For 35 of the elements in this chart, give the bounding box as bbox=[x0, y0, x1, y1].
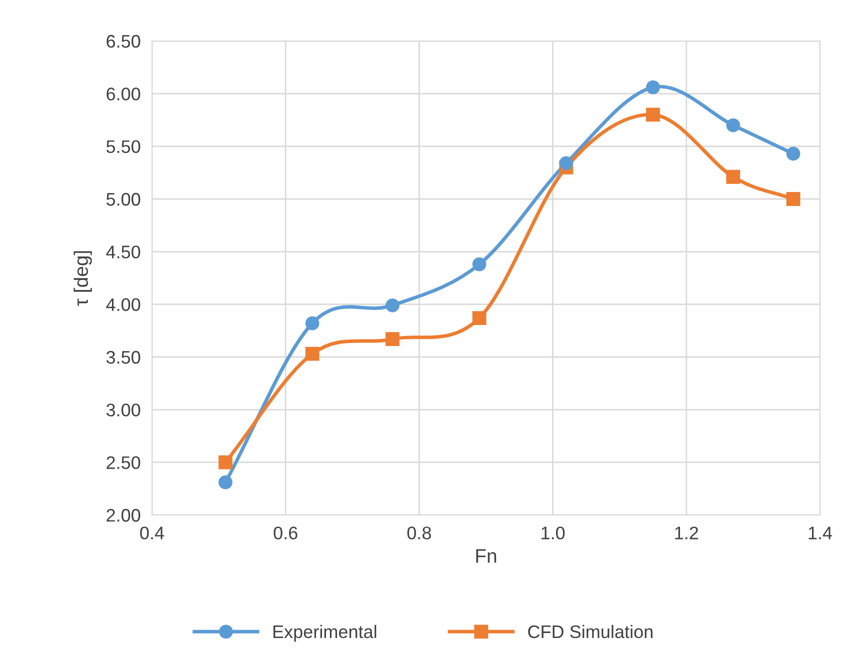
y-tick-label: 5.50 bbox=[106, 140, 140, 154]
point bbox=[472, 257, 486, 272]
y-tick-label: 5.00 bbox=[106, 192, 140, 206]
x-axis-title: Fn bbox=[476, 549, 496, 563]
point bbox=[386, 298, 400, 312]
point bbox=[305, 346, 320, 361]
point bbox=[386, 332, 400, 346]
x-tick-label: 0.4 bbox=[140, 526, 164, 540]
point bbox=[726, 118, 740, 132]
x-tick-label: 1.4 bbox=[808, 526, 832, 540]
point bbox=[786, 146, 800, 161]
point bbox=[218, 475, 232, 490]
x-tick-label: 0.8 bbox=[407, 526, 431, 540]
point bbox=[218, 455, 232, 470]
point bbox=[726, 170, 740, 184]
y-tick-label: 6.00 bbox=[106, 88, 140, 100]
legend-label: Experimental bbox=[273, 624, 376, 642]
y-tick-label: 3.50 bbox=[106, 350, 140, 364]
x-tick-label: 1.0 bbox=[542, 526, 565, 540]
point bbox=[646, 108, 660, 122]
y-tick-label: 6.50 bbox=[106, 34, 140, 48]
point bbox=[305, 316, 320, 330]
legend-label: CFD Simulation bbox=[528, 624, 652, 638]
x-tick-label: 0.6 bbox=[274, 526, 298, 540]
point bbox=[646, 80, 660, 94]
x-tick-label: 1.2 bbox=[675, 526, 698, 540]
y-tick-label: 4.00 bbox=[106, 298, 140, 312]
point bbox=[786, 192, 800, 206]
y-tick-label: 2.50 bbox=[106, 456, 140, 470]
y-tick-label: 3.00 bbox=[106, 404, 140, 416]
y-tick-label: 4.50 bbox=[106, 246, 140, 258]
y-tick-label: 2.00 bbox=[106, 508, 140, 522]
point bbox=[472, 311, 486, 325]
point bbox=[559, 156, 574, 170]
y-axis-title: τ [deg] bbox=[74, 251, 92, 306]
